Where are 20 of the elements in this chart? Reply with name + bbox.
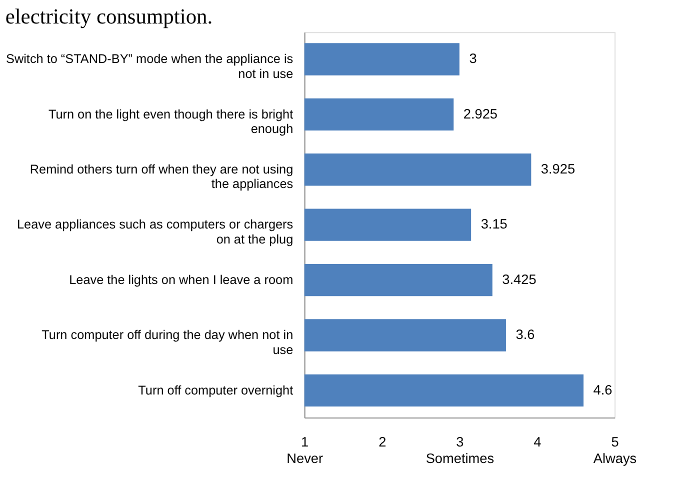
text: electricity consumption. — [5, 4, 213, 28]
data-label: 3.425 — [502, 272, 537, 287]
y-tick-label: Switch to “STAND-BY” mode when the appliance is not in use — [6, 52, 294, 81]
x-tick-label: 3 Sometimes — [426, 434, 494, 466]
y-tick-label: Remind others turn off when they are not using the appliances — [30, 162, 294, 192]
y-tick-label: Leave the lights on when I leave a room — [69, 272, 294, 287]
y-tick-label: Turn computer off during the day when not in use — [42, 328, 294, 357]
x-tick-label: 5 Always — [593, 434, 637, 466]
data-label: 2.925 — [463, 106, 498, 122]
y-tick-label: Turn off computer overnight — [138, 383, 294, 398]
data-label: 4.6 — [593, 382, 612, 398]
y-tick-label: Leave appliances such as computers or chargers on at the plug — [17, 218, 294, 246]
data-label: 3.15 — [480, 216, 508, 232]
x-tick-label: 2 — [378, 434, 386, 450]
data-label: 3.6 — [516, 327, 535, 342]
x-tick-label: 4 — [534, 434, 542, 450]
x-tick-label: 1 Never — [286, 434, 324, 466]
data-label: 3.925 — [540, 162, 576, 177]
y-tick-label: Turn on the light even though there is bright enough — [48, 107, 294, 136]
data-label: 3 — [469, 51, 477, 66]
